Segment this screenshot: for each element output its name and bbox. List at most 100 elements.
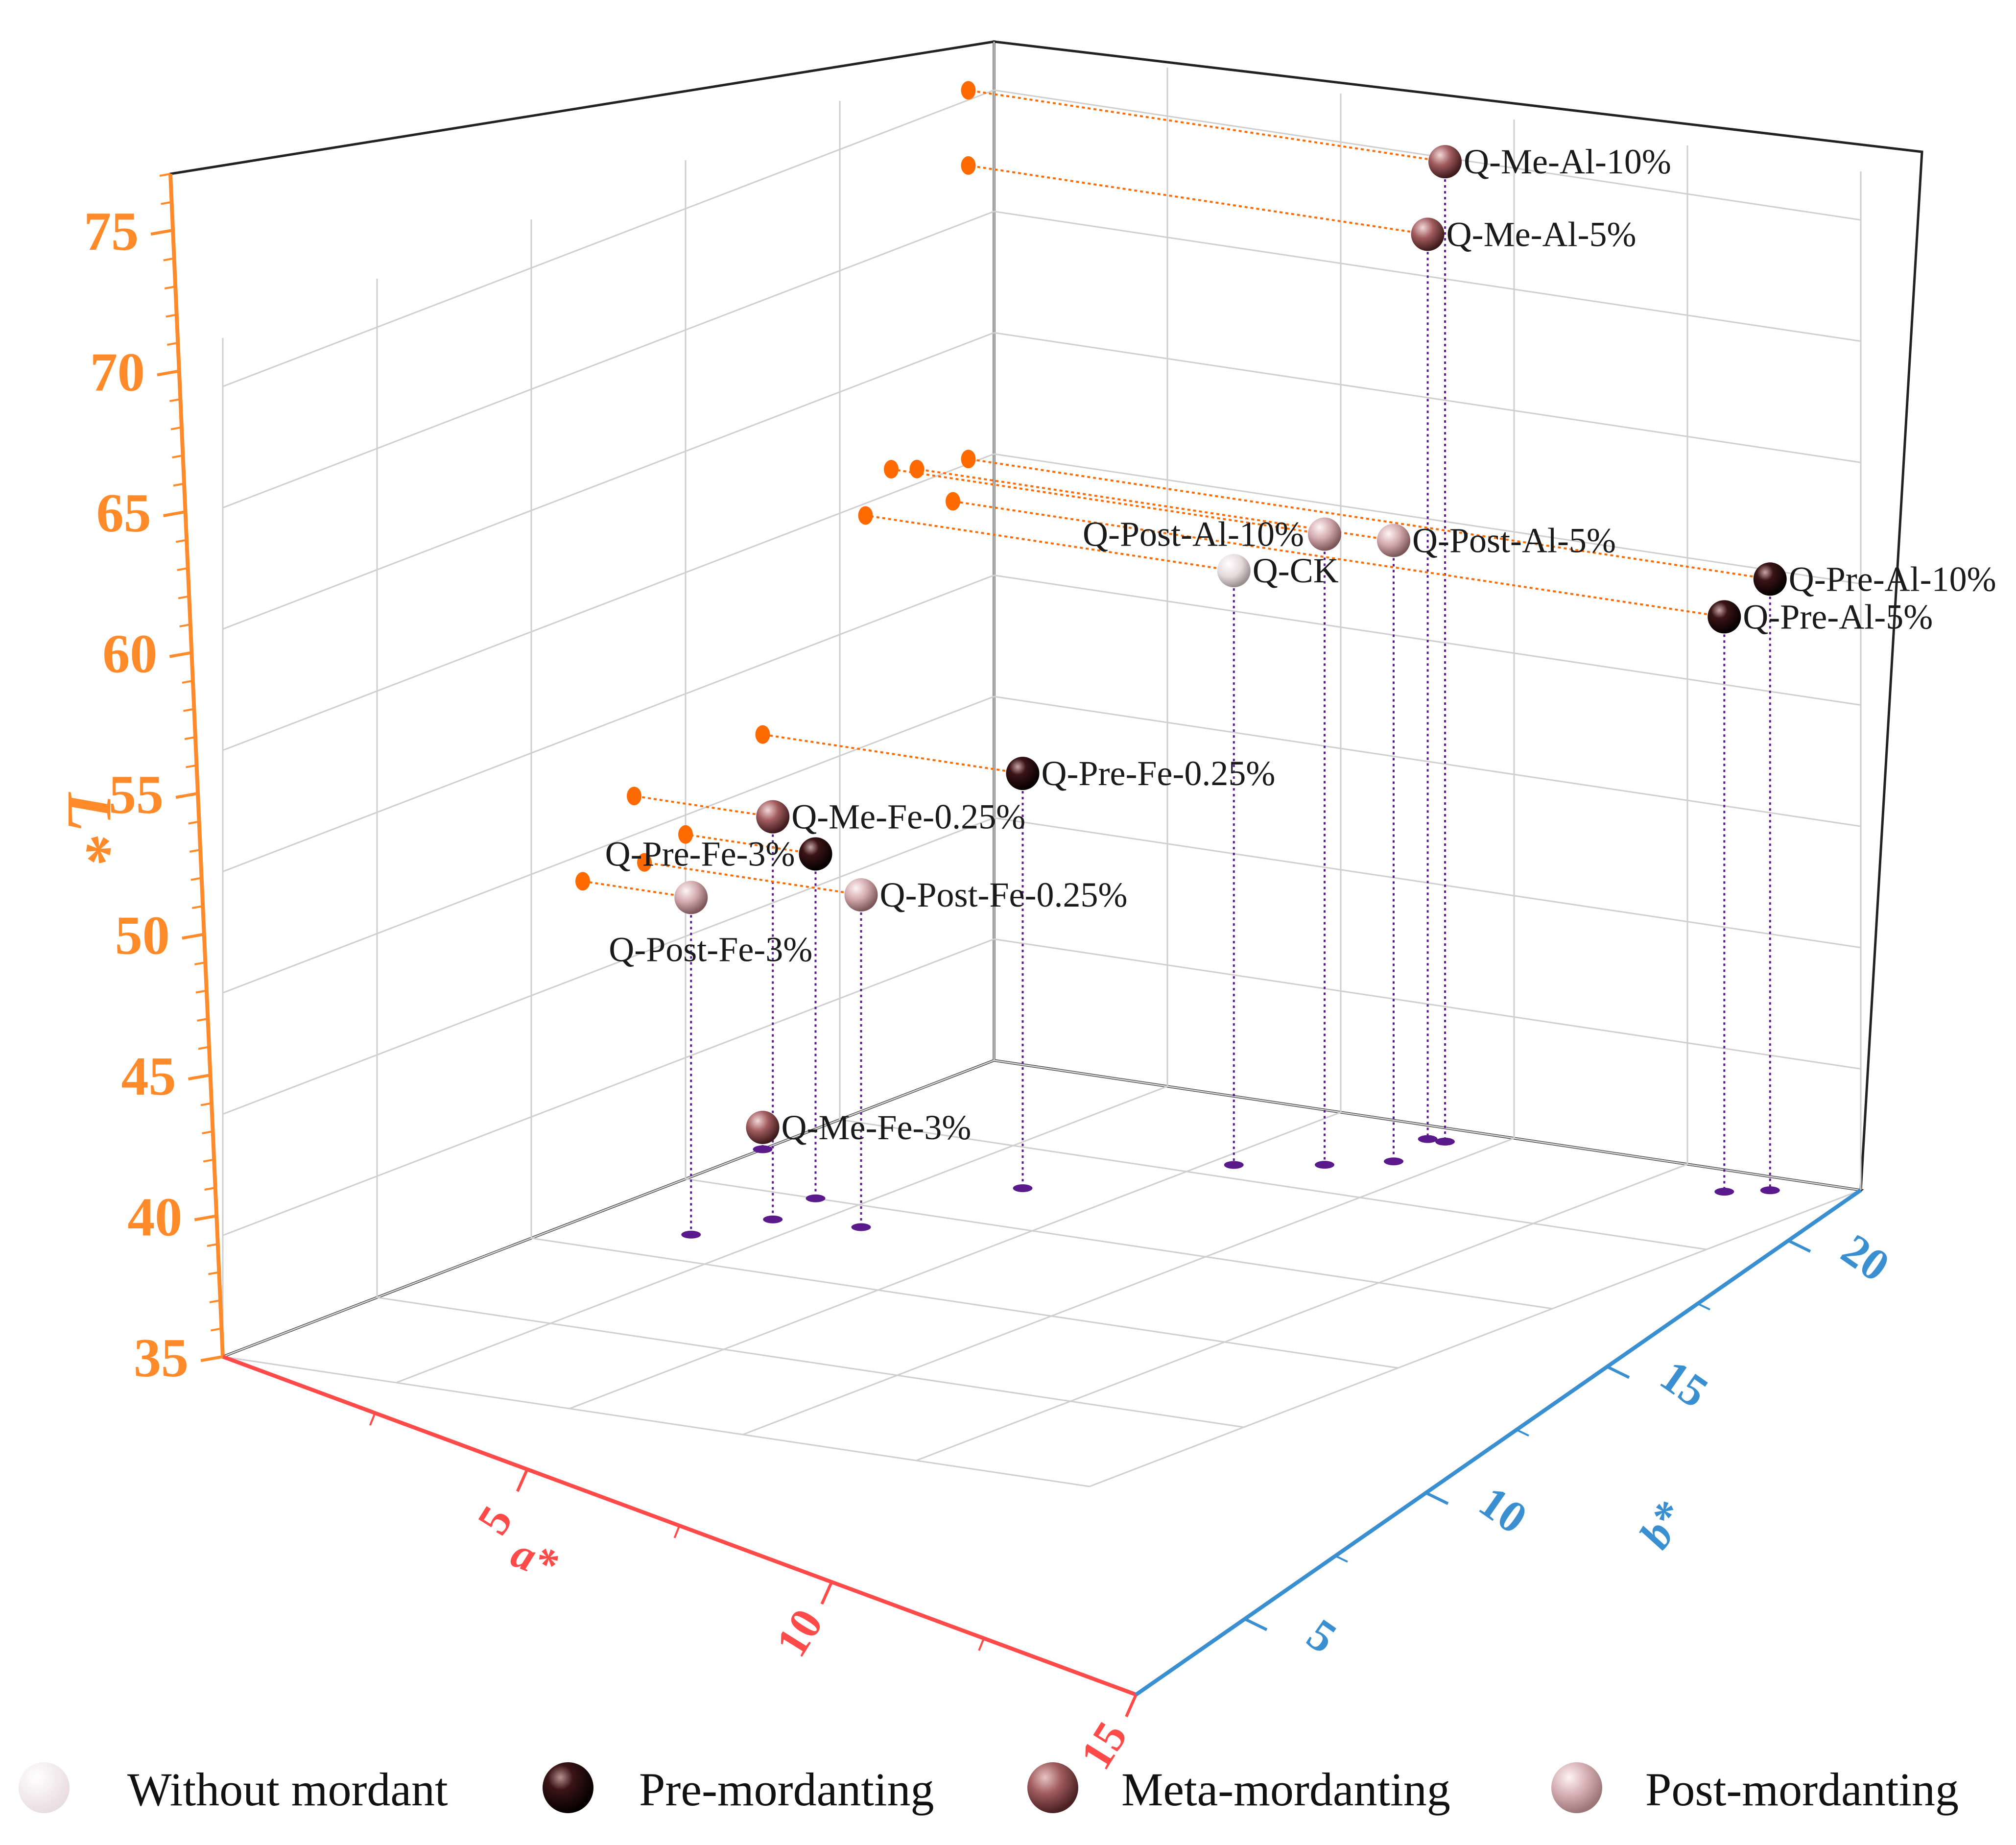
l-minor-tick [163,257,175,262]
legend-swatch-meta [1027,1762,1078,1813]
a-minor-tick [978,1638,985,1651]
l-axis-title: L* [54,792,125,863]
l-minor-tick [197,1018,208,1022]
wall-projection-line [582,880,691,899]
l-tick [194,1214,217,1222]
l-minor-tick [179,623,191,627]
data-label: Q-Me-Fe-3% [782,1108,972,1147]
floor-projection-marker [1224,1161,1244,1169]
a-minor-tick [673,1525,681,1538]
grid-line [994,695,1861,827]
data-point [746,1110,780,1144]
wall-projection-line [968,164,1428,236]
floor-projection-marker [1760,1186,1780,1195]
l-minor-tick [175,539,187,543]
l-tick [150,229,173,236]
l-tick-label: 35 [134,1328,189,1389]
l-minor-tick [189,849,201,853]
floor-projection-marker [851,1223,871,1231]
l-minor-tick [208,1271,219,1275]
wall-projection-line [685,833,816,855]
l-minor-tick [184,736,196,740]
data-label: Q-Pre-Al-10% [1789,559,1996,599]
wall-projection-marker [909,459,925,479]
data-point [1217,554,1251,588]
grid-line [1089,1189,1861,1487]
grid-line [994,1059,1861,1191]
data-point [844,878,878,912]
a-minor-tick [369,1413,376,1426]
data-label: Q-Me-Fe-0.25% [791,797,1025,837]
data-label: Q-Post-Fe-3% [609,930,812,969]
floor-projection-marker [681,1230,701,1239]
l-minor-tick [170,426,182,431]
floor-projection-marker [806,1194,826,1202]
data-label: Q-Post-Al-5% [1412,521,1616,560]
l-tick-label: 45 [121,1046,176,1107]
l-tick [200,1355,223,1362]
l-tick [182,933,205,940]
l-tick [175,792,198,799]
l-minor-tick [169,398,181,402]
legend: Without mordant Pre-mordanting Meta-mord… [0,1744,2016,1842]
l-minor-tick [161,201,172,205]
l-minor-tick [182,680,193,684]
grid-line [839,1119,1707,1250]
a-tick [516,1468,529,1492]
data-point [1753,562,1787,596]
l-minor-tick [207,1243,218,1247]
wall-projection-marker [678,825,693,844]
wall-projection-line [891,468,1325,535]
legend-swatch-none [19,1762,70,1813]
data-point [1428,145,1462,179]
wall-projection-line [762,733,1023,775]
l-minor-tick [183,708,194,712]
legend-label-meta-mordanting: Meta-mordanting [1121,1763,1450,1816]
grid-line [377,1296,1244,1428]
data-label: Q-Me-Al-5% [1447,215,1637,254]
b-tick [1606,1365,1630,1379]
l-minor-tick [164,286,176,289]
l-minor-tick [204,1187,216,1191]
data-point [1377,524,1410,557]
wall-projection-line [952,500,1725,618]
data-point [1708,600,1741,634]
l-tick-label: 60 [102,624,157,685]
floor-projection-marker [1315,1161,1334,1169]
l-minor-tick [190,877,202,881]
grid-line [222,1059,995,1358]
legend-label-pre-mordanting: Pre-mordanting [639,1763,934,1816]
floor-projection-marker [1435,1137,1455,1146]
grid-line [222,817,995,1115]
grid-line [222,332,995,630]
l-tick [169,651,192,658]
data-label: Q-Pre-Fe-0.25% [1042,754,1276,793]
b-axis [1135,1188,1862,1697]
grid-line [222,695,995,994]
floor-projection-marker [763,1215,783,1223]
wall-projection-marker [961,81,976,100]
wall-projection-marker [575,872,590,891]
projection-lines [575,81,1780,1239]
grid-line [222,453,995,751]
data-label: Q-Post-Fe-0.25% [880,875,1128,914]
legend-label-without-mordant: Without mordant [127,1763,448,1816]
grid-line [994,453,1861,585]
floor-projection-marker [1418,1135,1438,1143]
l-tick-label: 65 [96,483,151,544]
l-tick [157,369,180,377]
l-minor-tick [194,961,206,965]
grid-line [222,575,995,872]
grid-line [916,1163,1688,1462]
grid-line [685,1178,1553,1310]
data-label: Q-CK [1253,551,1339,590]
grid-line [994,938,1861,1070]
legend-swatch-post [1551,1762,1602,1813]
l-minor-tick [211,1327,222,1332]
grid-line [994,332,1861,463]
grid-line [994,89,1861,221]
wall-projection-marker [946,492,960,511]
a-tick [820,1581,833,1605]
